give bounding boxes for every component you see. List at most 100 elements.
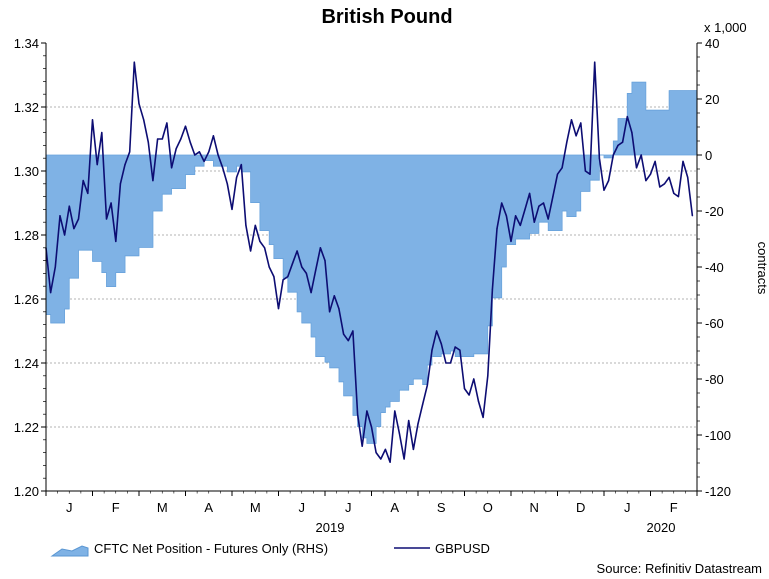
gbpusd-point	[129, 151, 131, 153]
gbpusd-point	[566, 141, 568, 143]
gbpusd-point	[87, 192, 89, 194]
gbpusd-point	[561, 167, 563, 169]
gbpusd-point	[277, 308, 280, 310]
gbpusd-point	[59, 215, 61, 217]
gbpusd-point	[533, 221, 535, 223]
gbpusd-point	[291, 263, 294, 265]
gbpusd-point	[366, 410, 368, 412]
gbpusd-point	[329, 311, 331, 313]
right-axis-label: contracts	[755, 242, 769, 295]
gbpusd-point	[50, 292, 52, 294]
gbpusd-point	[412, 448, 414, 450]
gbpusd-point	[124, 164, 126, 166]
gbpusd-point	[370, 426, 373, 428]
gbpusd-point	[570, 119, 573, 121]
gbpusd-point	[375, 452, 377, 454]
gbpusd-point	[640, 154, 642, 156]
gbpusd-point	[194, 154, 196, 156]
gbpusd-point	[356, 413, 359, 415]
legend-label-gbpusd: GBPUSD	[435, 541, 490, 556]
gbpusd-point	[268, 266, 270, 268]
gbpusd-point	[119, 183, 121, 185]
x-year-label-2019: 2019	[316, 520, 345, 535]
gbpusd-point	[231, 208, 233, 210]
right-tick-label: 0	[705, 148, 712, 163]
gbpusd-point	[157, 138, 159, 140]
gbpusd-point	[682, 160, 684, 162]
x-month-label: M	[157, 500, 168, 515]
gbpusd-point	[338, 308, 340, 310]
gbpusd-point	[217, 154, 219, 156]
gbpusd-point	[282, 279, 284, 281]
right-tick-label: -80	[705, 372, 724, 387]
gbpusd-point	[687, 176, 689, 178]
gbpusd-point	[54, 266, 56, 268]
x-month-label: A	[204, 500, 213, 515]
x-month-label: J	[299, 500, 306, 515]
right-tick-label: -120	[705, 484, 731, 499]
gbpusd-point	[263, 247, 266, 249]
gbpusd-point	[361, 445, 363, 447]
x-month-label: N	[530, 500, 539, 515]
gbpusd-point	[617, 144, 619, 146]
gbpusd-point	[301, 266, 303, 268]
gbpusd-point	[473, 378, 475, 380]
left-tick-label: 1.34	[14, 36, 39, 51]
gbpusd-point	[431, 349, 433, 351]
gbpusd-point	[496, 228, 498, 230]
gbpusd-point	[463, 388, 466, 390]
x-month-label: J	[66, 500, 73, 515]
gbpusd-point	[408, 420, 410, 422]
gbpusd-point	[180, 138, 182, 140]
cftc-net-position-area	[45, 81, 698, 444]
x-month-label: F	[670, 500, 678, 515]
legend-area-swatch	[50, 545, 89, 557]
gbpusd-point	[394, 410, 396, 412]
gbpusd-point	[459, 349, 461, 351]
gbpusd-point	[64, 234, 66, 236]
gbpusd-point	[487, 375, 489, 377]
gbpusd-point	[236, 176, 238, 178]
gbpusd-point	[547, 218, 549, 220]
gbpusd-point	[115, 240, 117, 242]
gbpusd-point	[398, 432, 400, 434]
gbpusd-point	[468, 394, 470, 396]
gbpusd-point	[259, 240, 261, 242]
gbpusd-point	[380, 458, 382, 460]
x-month-label: D	[576, 500, 585, 515]
gbpusd-point	[250, 250, 252, 252]
gbpusd-line-series	[45, 61, 694, 464]
gbpusd-point	[240, 164, 242, 166]
gbpusd-point	[305, 272, 307, 274]
left-tick-label: 1.24	[14, 356, 39, 371]
right-axis: -120 -100 -80 -60 -40 -20 0 20 40	[697, 36, 731, 499]
gbpusd-point	[384, 448, 387, 450]
gbpusd-point	[161, 138, 163, 140]
gbpusd-point	[152, 180, 154, 182]
gbpusd-point	[101, 132, 103, 134]
gbpusd-point	[208, 151, 210, 153]
gbpusd-point	[589, 173, 591, 175]
left-tick-label: 1.28	[14, 228, 39, 243]
right-tick-label: -60	[705, 316, 724, 331]
gbpusd-point	[73, 228, 75, 230]
gbpusd-point	[212, 135, 214, 137]
gbpusd-line	[45, 61, 694, 464]
gbpusd-point	[580, 122, 582, 124]
gbpusd-point	[352, 330, 354, 332]
gbpusd-point	[691, 215, 693, 217]
legend: CFTC Net Position - Futures Only (RHS) G…	[50, 541, 490, 557]
x-month-label: M	[250, 500, 261, 515]
gbpusd-point	[501, 202, 503, 204]
gbpusd-point	[510, 240, 512, 242]
chart-title: British Pound	[321, 6, 452, 28]
gbpusd-point	[677, 196, 680, 198]
gbpusd-point	[594, 61, 596, 63]
x-month-label: J	[624, 500, 631, 515]
gbpusd-point	[170, 167, 173, 169]
gbpusd-point	[440, 343, 442, 345]
gbpusd-point	[333, 295, 335, 297]
x-month-label: F	[112, 500, 120, 515]
gbpusd-point	[598, 157, 600, 159]
